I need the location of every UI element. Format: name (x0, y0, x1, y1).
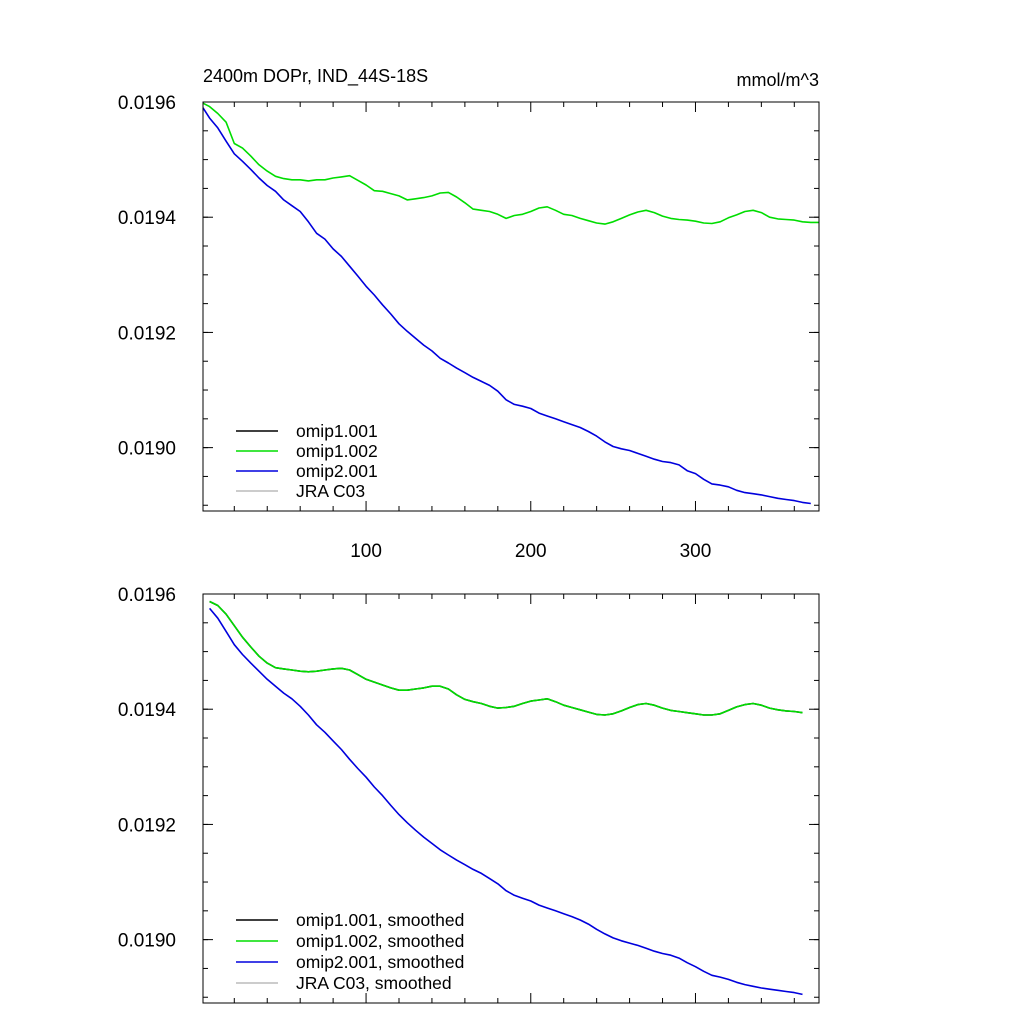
y-tick-label: 0.0190 (118, 931, 176, 952)
top-panel-axes: 0.0196 0.0194 0.0192 0.0190 100 200 300 (118, 93, 820, 562)
top-panel-title: 2400m DOPr, IND_44S-18S (203, 66, 428, 87)
x-tick-label: 200 (515, 541, 547, 562)
y-tick-label: 0.0196 (118, 93, 176, 114)
y-tick-label: 0.0194 (118, 208, 177, 229)
x-tick-label: 100 (350, 541, 382, 562)
legend-label: JRA C03 (296, 481, 365, 501)
y-tick-label: 0.0194 (118, 700, 177, 721)
series-line-2 (208, 607, 803, 996)
legend-label: omip1.002 (296, 441, 378, 461)
series-line-1 (209, 600, 803, 716)
top-panel: 2400m DOPr, IND_44S-18S mmol/m^3 0.01960… (118, 66, 820, 562)
y-tick-label: 0.0190 (118, 439, 176, 460)
bottom-panel-axes: 0.0196 0.0194 0.0192 0.0190 (118, 585, 820, 1004)
legend-label: omip2.001 (296, 461, 378, 481)
legend-label: JRA C03, smoothed (296, 973, 452, 993)
plot-frame (202, 593, 820, 1004)
top-panel-units: mmol/m^3 (737, 70, 819, 90)
plot-frame (202, 101, 820, 512)
y-tick-label: 0.0196 (118, 585, 176, 606)
legend-label: omip1.001, smoothed (296, 910, 464, 930)
top-panel-series (202, 102, 819, 505)
legend-label: omip1.002, smoothed (296, 931, 464, 951)
legend-label: omip2.001, smoothed (296, 952, 464, 972)
x-tick-label: 300 (680, 541, 712, 562)
y-tick-label: 0.0192 (118, 815, 176, 836)
y-tick-label: 0.0192 (118, 323, 176, 344)
legend-label: omip1.001 (296, 421, 378, 441)
series-line-2 (202, 107, 811, 505)
bottom-panel-series (208, 600, 803, 996)
series-line-1 (202, 102, 819, 225)
bottom-panel: 0.0196 0.0194 0.0192 0.0190 omip1.001, smoo… (118, 585, 820, 1004)
